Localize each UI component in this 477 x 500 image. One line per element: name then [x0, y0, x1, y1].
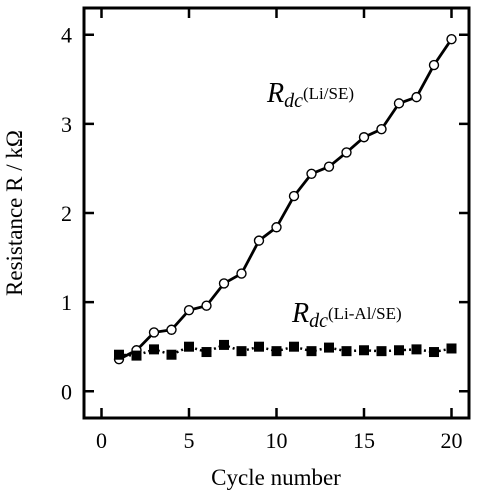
series-label-li-al-se: Rdc(Li-Al/SE) — [291, 298, 402, 332]
series-1-point — [446, 343, 457, 354]
series-1-point — [201, 347, 212, 358]
series-1-point — [166, 349, 177, 360]
series-0-point — [288, 190, 300, 202]
y-tick-label: 3 — [61, 112, 72, 137]
series-1-point — [411, 344, 422, 355]
series-label-li-al-se-symbol: R — [291, 298, 309, 329]
series-0-point — [393, 98, 405, 109]
series-1-point — [271, 346, 282, 357]
x-tick-label: 20 — [441, 428, 463, 453]
series-1-point — [324, 342, 334, 353]
x-tick-label: 5 — [184, 428, 195, 453]
x-tick-label: 10 — [266, 428, 288, 453]
series-0-point — [201, 300, 212, 311]
series-0-point — [376, 124, 387, 135]
series-0-point — [323, 161, 335, 172]
series-0-point — [428, 59, 440, 71]
series-1-point — [114, 349, 124, 360]
series-0-point — [446, 33, 457, 45]
series-0-point — [218, 278, 230, 289]
series-label-li-se-subscript: dc — [284, 90, 303, 112]
series-1-point — [184, 341, 194, 352]
series-group — [113, 33, 457, 365]
y-tick-label: 4 — [61, 23, 72, 48]
series-1-point — [131, 350, 142, 361]
series-1-point — [376, 346, 387, 357]
x-tick-label: 15 — [353, 428, 375, 453]
series-0-point — [236, 268, 247, 279]
series-1-point — [429, 347, 439, 358]
series-0-point — [148, 327, 160, 338]
series-1-point — [289, 341, 299, 352]
series-1-point — [254, 341, 264, 352]
series-0-point — [271, 222, 282, 233]
series-1-point — [149, 344, 159, 355]
series-label-li-al-se-paren: (Li-Al/SE) — [328, 304, 402, 323]
axis-ticks: 0 5 10 15 20 0 1 2 3 4 — [61, 8, 469, 453]
y-tick-label: 2 — [61, 201, 72, 226]
series-1-point — [341, 346, 352, 357]
y-axis-title: Resistance R / kΩ — [2, 130, 27, 296]
series-0-point — [306, 168, 317, 179]
y-tick-label: 1 — [61, 290, 72, 315]
series-1-point — [359, 345, 369, 356]
plot-frame — [82, 6, 471, 420]
series-label-li-se-paren: (Li/SE) — [303, 84, 354, 103]
series-1-point — [306, 346, 317, 357]
series-0-point — [341, 147, 352, 158]
series-0-point — [183, 304, 195, 316]
series-1-point — [394, 345, 404, 356]
series-0-point — [358, 132, 370, 143]
series-1-point — [236, 346, 247, 357]
series-1-point — [219, 339, 229, 350]
series-0-point — [411, 91, 422, 103]
x-tick-label: 0 — [96, 428, 107, 453]
series-label-li-se: Rdc(Li/SE) — [266, 78, 354, 112]
y-tick-label: 0 — [61, 379, 72, 404]
x-axis-title: Cycle number — [211, 465, 341, 490]
series-label-li-se-symbol: R — [266, 78, 284, 109]
series-0-point — [166, 324, 177, 335]
series-0-point — [253, 235, 265, 246]
series-label-li-al-se-subscript: dc — [309, 310, 328, 332]
